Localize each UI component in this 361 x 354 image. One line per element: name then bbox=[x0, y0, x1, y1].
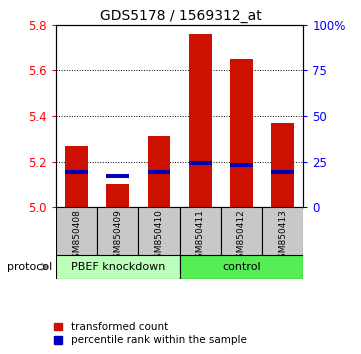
Bar bbox=[221, 207, 262, 255]
Text: GSM850409: GSM850409 bbox=[113, 210, 122, 264]
Text: GSM850411: GSM850411 bbox=[196, 210, 205, 264]
Bar bbox=[189, 161, 212, 165]
Bar bbox=[106, 184, 129, 207]
Bar bbox=[271, 170, 294, 174]
Bar bbox=[271, 123, 294, 207]
Bar bbox=[230, 163, 253, 167]
Text: GSM850408: GSM850408 bbox=[72, 210, 81, 264]
Text: control: control bbox=[222, 262, 261, 272]
Text: protocol: protocol bbox=[7, 262, 52, 272]
Legend: transformed count, percentile rank within the sample: transformed count, percentile rank withi… bbox=[54, 322, 247, 345]
Text: GDS5178 / 1569312_at: GDS5178 / 1569312_at bbox=[100, 9, 261, 23]
Text: GSM850412: GSM850412 bbox=[237, 210, 246, 264]
Bar bbox=[97, 207, 138, 255]
Bar bbox=[230, 59, 253, 207]
Bar bbox=[65, 170, 88, 174]
Bar bbox=[65, 145, 88, 207]
Bar bbox=[180, 207, 221, 255]
Bar bbox=[138, 207, 180, 255]
Bar bbox=[56, 207, 97, 255]
Text: GSM850410: GSM850410 bbox=[155, 210, 164, 264]
Bar bbox=[56, 255, 180, 279]
Bar bbox=[189, 34, 212, 207]
Bar bbox=[262, 207, 303, 255]
Bar bbox=[148, 136, 170, 207]
Bar bbox=[148, 170, 170, 174]
Bar bbox=[180, 255, 303, 279]
Text: PBEF knockdown: PBEF knockdown bbox=[71, 262, 165, 272]
Bar bbox=[106, 174, 129, 178]
Text: GSM850413: GSM850413 bbox=[278, 210, 287, 264]
